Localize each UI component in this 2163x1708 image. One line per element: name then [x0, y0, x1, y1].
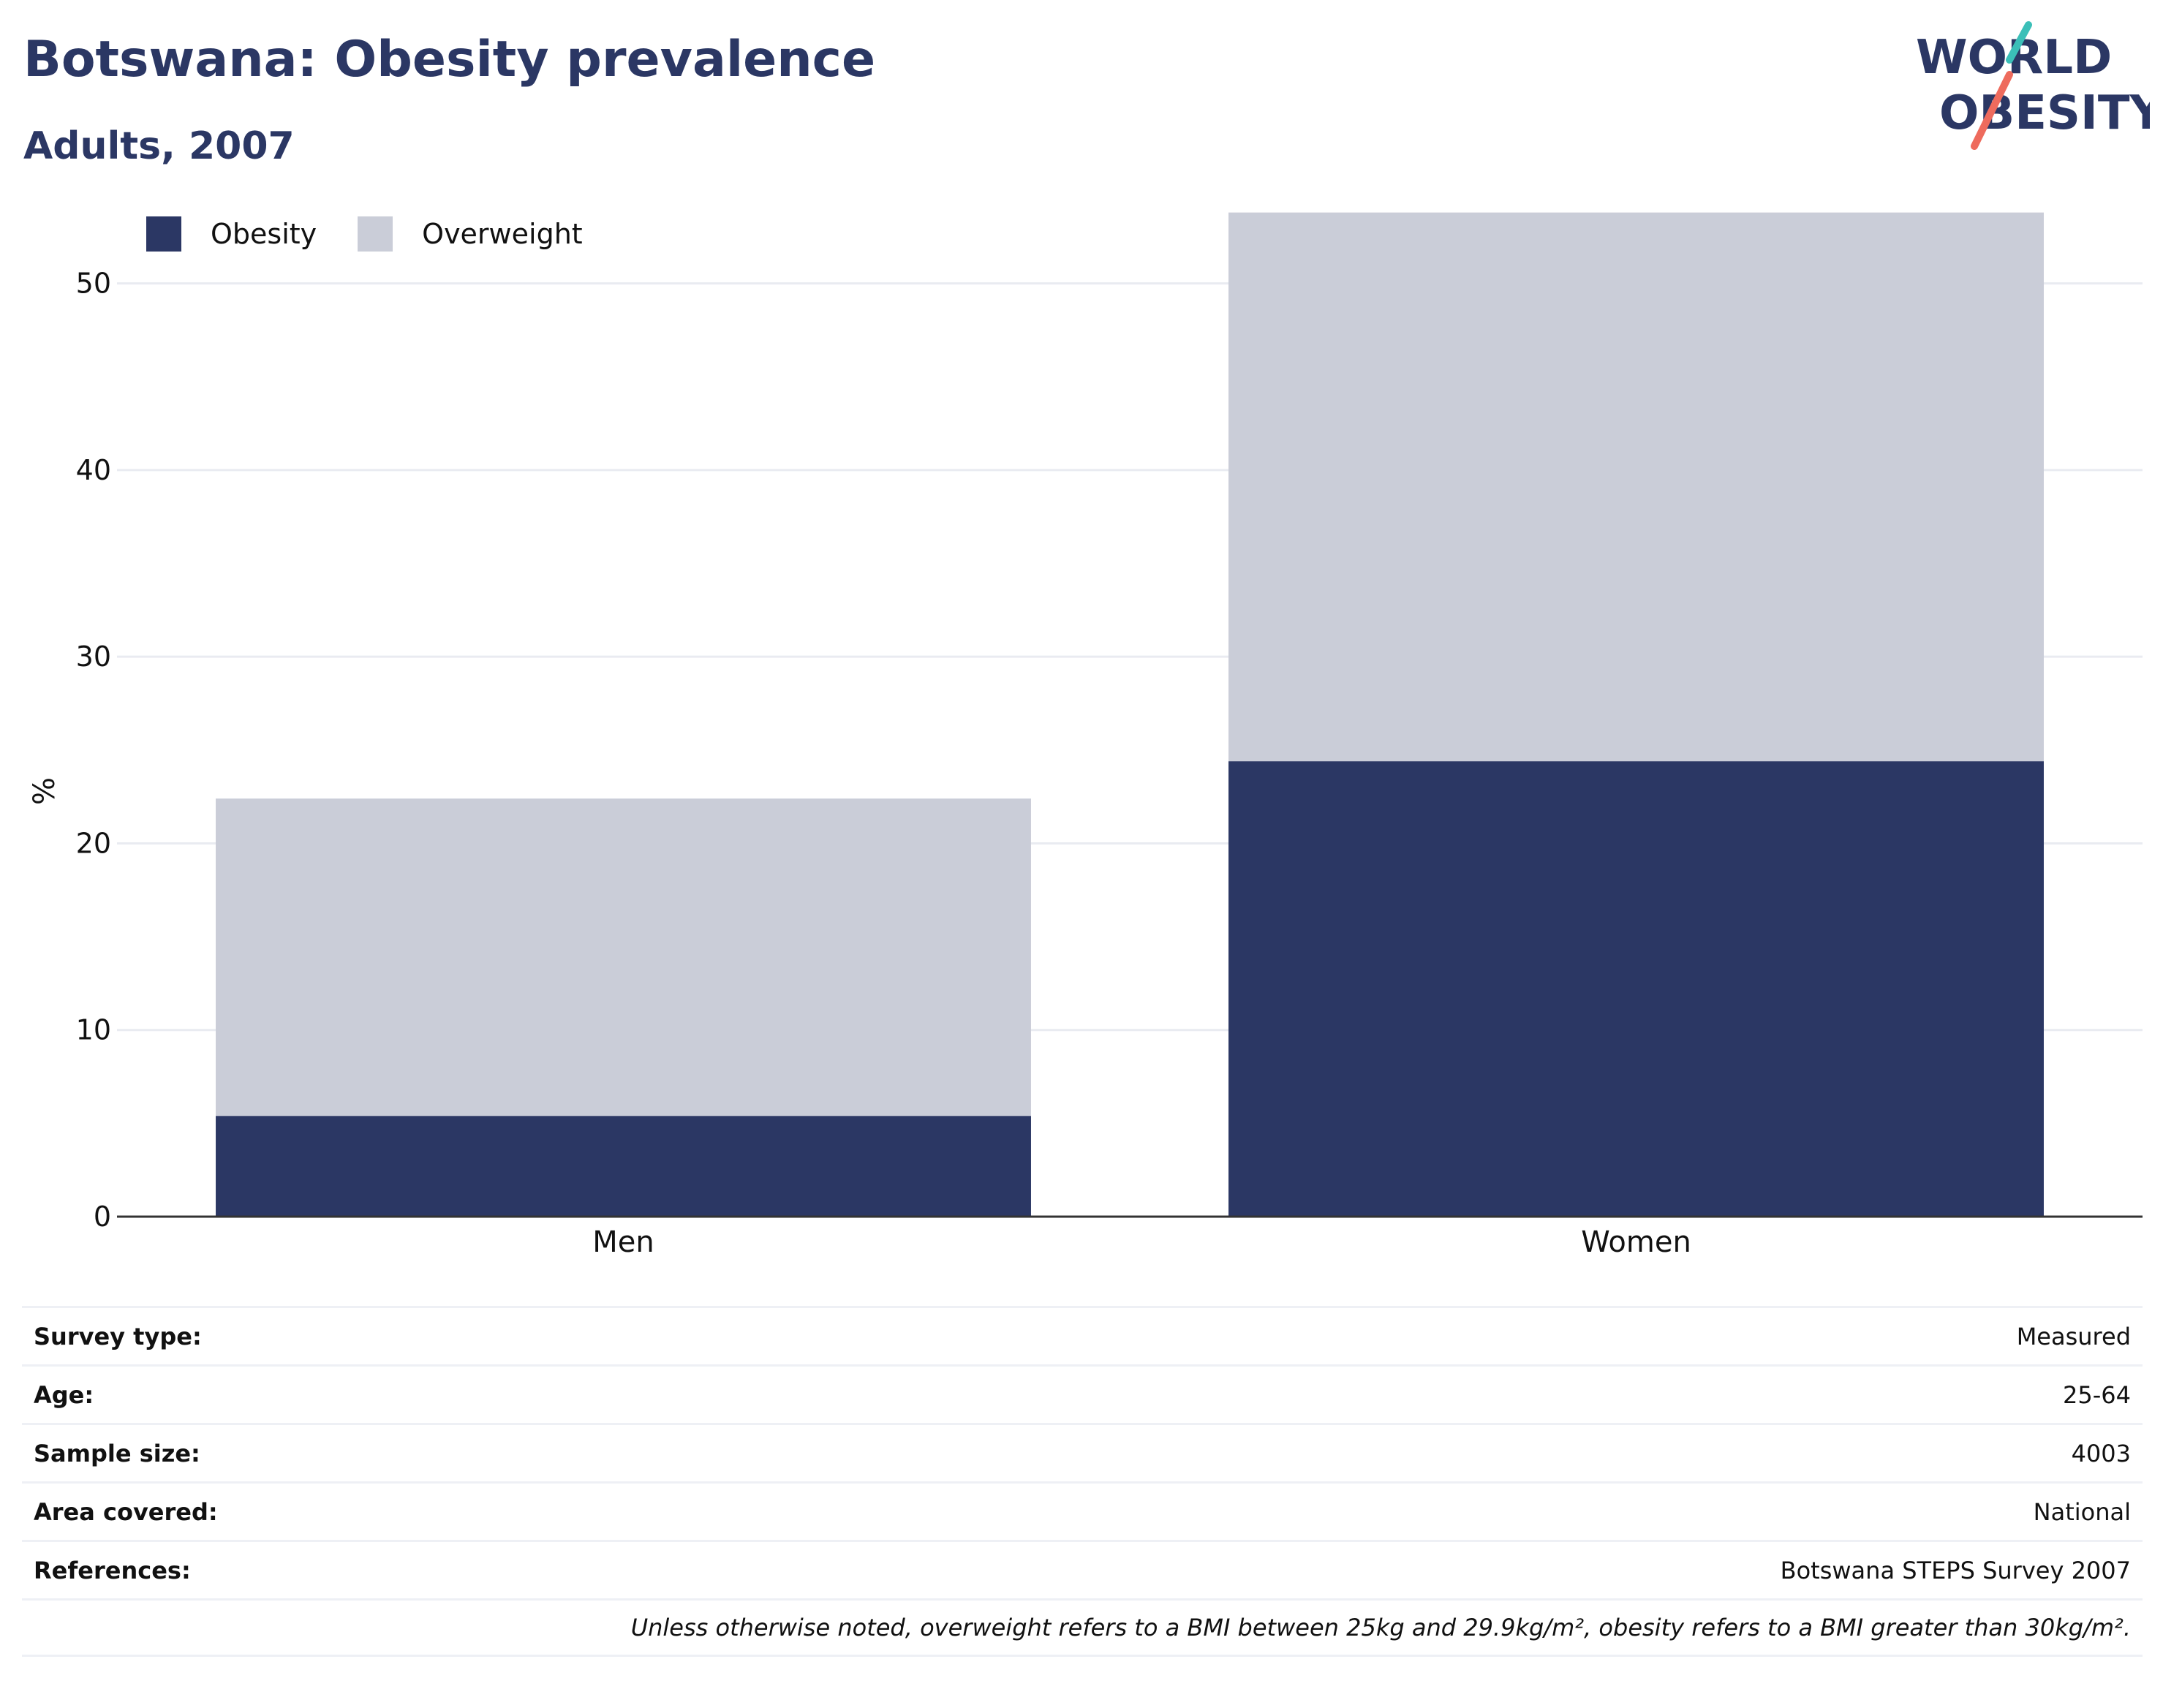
meta-value: Measured	[2016, 1322, 2131, 1350]
bar-chart: 0 10 20 30 40 50% Men Women	[28, 212, 2143, 1259]
y-tick-label: 40	[76, 454, 111, 486]
legend-swatch-obesity	[146, 216, 181, 252]
meta-row-age: Age: 25-64	[22, 1364, 2143, 1423]
x-tick-label: Men	[592, 1225, 654, 1259]
legend-label-obesity: Obesity	[211, 218, 317, 250]
logo-slash-coral	[1971, 71, 2013, 150]
meta-value: 25-64	[2063, 1380, 2131, 1409]
bar-obesity-men	[216, 1116, 1031, 1217]
y-tick-label: 30	[76, 640, 111, 673]
meta-key: References:	[34, 1556, 191, 1584]
meta-value: 4003	[2071, 1439, 2131, 1467]
meta-row-area-covered: Area covered: National	[22, 1481, 2143, 1540]
logo-text-line2: OBESITY	[1939, 86, 2150, 140]
y-tick-label: 50	[76, 268, 111, 300]
legend-item-overweight[interactable]: Overweight	[358, 216, 583, 252]
y-tick-label: 10	[76, 1014, 111, 1046]
bar-overweight-women	[1228, 212, 2044, 762]
meta-row-survey-type: Survey type: Measured	[22, 1306, 2143, 1364]
bar-obesity-women	[1228, 761, 2044, 1217]
meta-value: National	[2033, 1497, 2131, 1526]
x-tick-label: Women	[1581, 1225, 1691, 1259]
y-tick-label: 20	[76, 827, 111, 859]
meta-row-note: Unless otherwise noted, overweight refer…	[22, 1598, 2143, 1657]
legend-swatch-overweight	[358, 216, 393, 252]
legend-label-overweight: Overweight	[422, 218, 583, 250]
meta-row-sample-size: Sample size: 4003	[22, 1423, 2143, 1481]
meta-key: Survey type:	[34, 1322, 202, 1350]
footnote: Unless otherwise noted, overweight refer…	[630, 1614, 2131, 1641]
meta-key: Age:	[34, 1380, 94, 1409]
meta-value: Botswana STEPS Survey 2007	[1780, 1556, 2131, 1584]
world-obesity-logo: WORLD OBESITY	[1916, 21, 2150, 150]
chart-title: Botswana: Obesity prevalence	[23, 31, 876, 88]
y-axis-label: %	[28, 777, 61, 805]
chart-subtitle: Adults, 2007	[23, 124, 295, 168]
y-tick-label: 0	[94, 1201, 111, 1233]
meta-key: Sample size:	[34, 1439, 200, 1467]
meta-row-references: References: Botswana STEPS Survey 2007	[22, 1540, 2143, 1598]
logo-slash-teal	[2006, 21, 2032, 64]
legend-item-obesity[interactable]: Obesity	[146, 216, 317, 252]
survey-info-table: Survey type: Measured Age: 25-64 Sample …	[22, 1306, 2143, 1657]
legend: Obesity Overweight	[146, 216, 624, 252]
bar-overweight-men	[216, 798, 1031, 1116]
meta-key: Area covered:	[34, 1497, 218, 1526]
